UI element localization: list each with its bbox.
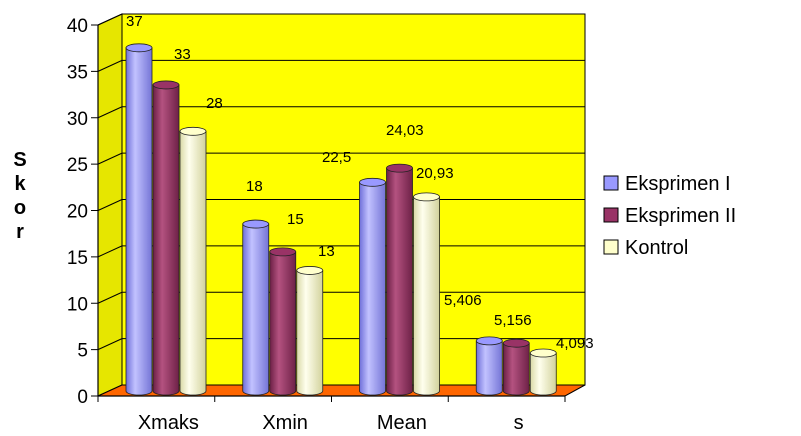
y-tick-label: 35 (67, 62, 88, 83)
x-tick-label: s (514, 412, 524, 434)
bar (296, 266, 324, 396)
bar (475, 336, 503, 396)
data-label: 22,5 (322, 149, 351, 166)
grid-line-side (97, 59, 123, 72)
legend: Eksprimen I Eksprimen II Kontrol (603, 173, 736, 259)
x-tick-label: Mean (377, 412, 427, 434)
data-label: 5,156 (494, 312, 532, 329)
data-label: 13 (318, 243, 335, 260)
y-tick-label: 10 (67, 294, 88, 315)
grid-line-side (97, 291, 123, 304)
data-label: 4,093 (556, 335, 594, 352)
y-tick-label: 5 (77, 341, 88, 362)
y-tick-label: 15 (67, 248, 88, 269)
grid-line-side (97, 13, 123, 26)
grid-line-side (97, 106, 123, 119)
bar (152, 80, 180, 396)
bar (269, 247, 297, 396)
grid-line-side (97, 245, 123, 258)
bar (359, 177, 386, 396)
data-label: 18 (246, 178, 263, 195)
y-tick-label: 25 (67, 155, 88, 176)
data-label: 28 (206, 95, 223, 112)
bar (502, 338, 530, 396)
y-tick-label: 20 (67, 202, 88, 223)
data-label: 20,93 (416, 165, 454, 182)
bar (179, 126, 207, 396)
legend-swatch (603, 239, 619, 255)
data-label: 5,406 (444, 292, 482, 309)
data-label: 24,03 (386, 122, 424, 139)
grid-line-side (97, 338, 123, 351)
legend-swatch (603, 207, 619, 223)
y-tick-label: 40 (67, 16, 88, 37)
x-tick-label: Xmin (262, 412, 308, 434)
legend-swatch (603, 175, 619, 191)
bar (242, 219, 270, 396)
legend-label: Kontrol (625, 237, 688, 259)
y-tick-label: 0 (77, 387, 88, 408)
bar (529, 348, 557, 396)
grid-line-side (97, 152, 123, 165)
x-tick-label: Xmaks (138, 412, 199, 434)
data-label: 33 (174, 46, 191, 63)
data-label: 37 (126, 13, 143, 30)
legend-label: Eksprimen I (625, 173, 731, 195)
bar (125, 43, 153, 396)
bar (413, 192, 440, 396)
data-label: 15 (287, 211, 304, 228)
grid-line-side (97, 199, 123, 211)
bar (386, 163, 413, 396)
y-tick-label: 30 (67, 109, 88, 130)
legend-label: Eksprimen II (625, 205, 736, 227)
